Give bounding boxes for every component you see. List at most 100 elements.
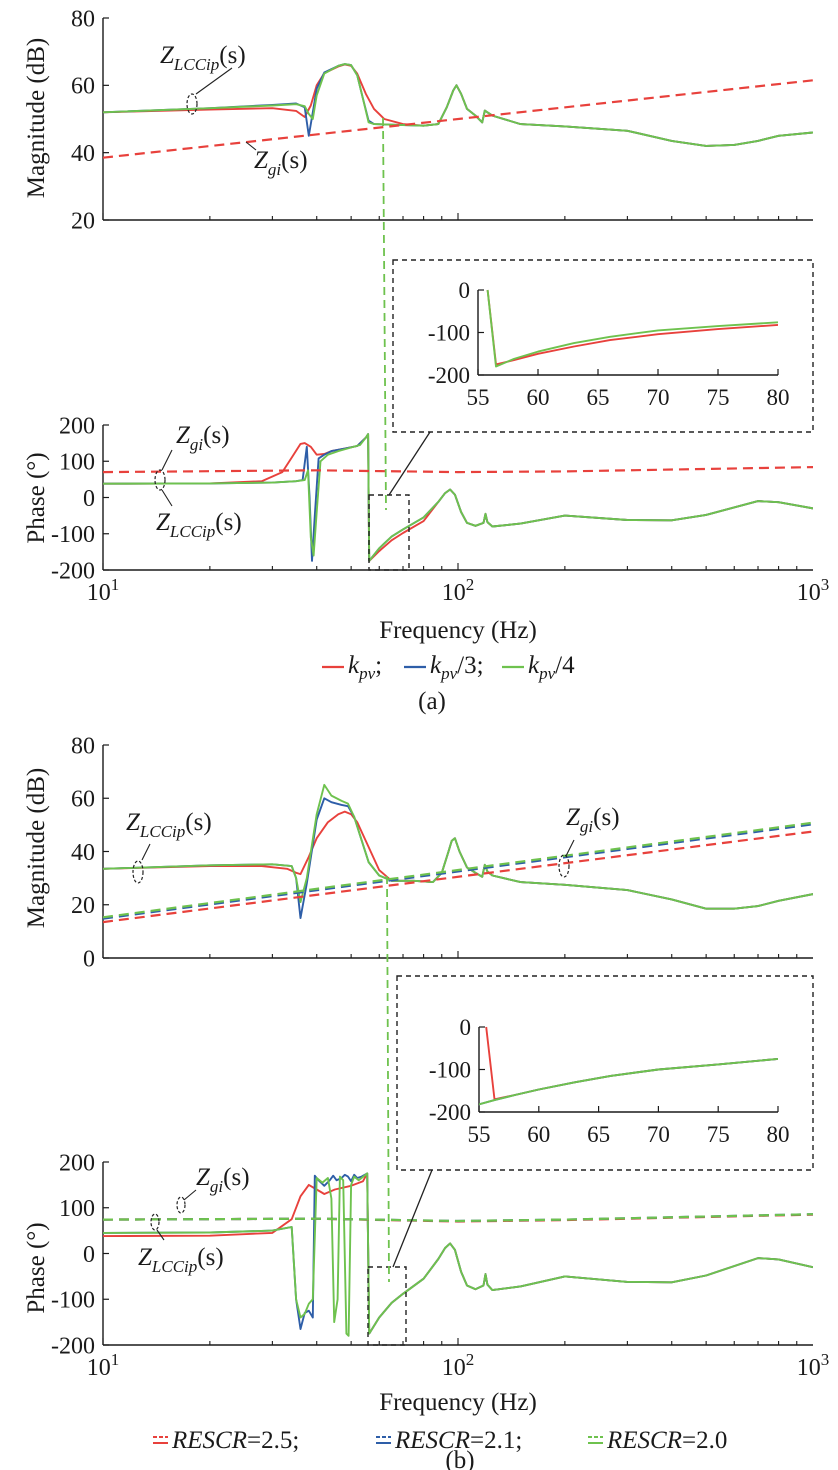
- y-tick-label: 20: [71, 208, 95, 234]
- x-tick-label: 101: [87, 1350, 120, 1381]
- legend-b-label-1: RESCR: [171, 1427, 247, 1454]
- y-tick-label: 80: [71, 733, 95, 759]
- converter-impedance-series-2: [103, 1172, 813, 1337]
- y-tick-label: -100: [429, 1058, 471, 1083]
- y-tick-label: 100: [59, 450, 95, 476]
- legend-a-label-3: k: [528, 652, 540, 679]
- legend-b-swatch-2: [376, 1436, 391, 1444]
- y-tick-label: -100: [51, 522, 95, 548]
- legend-a-label-2: k: [430, 652, 442, 679]
- y-tick-label: 60: [71, 787, 95, 813]
- panel-b-magnitude-ylabel: Magnitude (dB): [23, 768, 50, 928]
- panel-b-inset-plot: -200 -100 0 55 60 65 70 75 80: [429, 1015, 790, 1147]
- panel-b-mag-annotation-gi: Zgi(s): [558, 804, 620, 878]
- panel-a-mag-annotation-gi: Zgi(s): [245, 141, 308, 179]
- y-tick-label: 0: [459, 278, 471, 303]
- svg-text:RESCR=2.5;: RESCR=2.5;: [171, 1427, 299, 1454]
- caption-b: (b): [445, 1447, 474, 1470]
- svg-text:kpv/3;: kpv/3;: [430, 652, 484, 683]
- panel-b-magnitude-plot: 0 20 40 60 80: [71, 733, 813, 972]
- legend-b-swatch-3: [588, 1436, 603, 1444]
- y-tick-label: 20: [71, 893, 95, 919]
- panel-b-mag-annotation-lccip: ZLCCip(s): [126, 809, 212, 884]
- y-tick-label: 0: [83, 486, 95, 512]
- svg-text:ZLCCip(s): ZLCCip(s): [156, 509, 242, 541]
- panel-b-phase-annotation-lccip: ZLCCip(s): [138, 1213, 224, 1276]
- x-tick-label: 70: [647, 1122, 670, 1147]
- y-tick-label: -200: [51, 1333, 95, 1359]
- grid-impedance-series-5: [103, 1213, 813, 1223]
- converter-impedance-series-2: [103, 783, 813, 910]
- panel-b-phase-annotation-gi: Zgi(s): [176, 1164, 250, 1214]
- converter-impedance-series-2: [103, 63, 813, 147]
- svg-text:Zgi(s): Zgi(s): [254, 147, 308, 179]
- x-tick-label: 80: [767, 1122, 790, 1147]
- x-tick-label: 80: [767, 385, 790, 410]
- legend-b-label-3: RESCR: [606, 1427, 682, 1454]
- panel-b-xlabel: Frequency (Hz): [379, 1389, 537, 1416]
- svg-text:Zgi(s): Zgi(s): [196, 1164, 250, 1196]
- x-tick-label: 75: [707, 1122, 730, 1147]
- y-tick-label: 200: [59, 1150, 95, 1176]
- converter-impedance-series-0: [103, 433, 813, 562]
- x-tick-label: 103: [797, 1350, 830, 1381]
- y-tick-label: -200: [428, 363, 470, 388]
- panel-a-phase-ylabel: Phase (°): [23, 452, 50, 543]
- panel-b-legend: RESCR=2.5; RESCR=2.1; RESCR=2.0: [153, 1427, 727, 1454]
- panel-a-inset-frame: [392, 259, 814, 433]
- y-tick-label: 200: [59, 413, 95, 439]
- panel-a-magnitude-ylabel: Magnitude (dB): [23, 38, 50, 198]
- x-tick-label: 60: [527, 385, 550, 410]
- y-tick-label: -100: [51, 1288, 95, 1314]
- y-tick-label: 100: [59, 1196, 95, 1222]
- panel-b-zoom-box: [367, 1266, 407, 1346]
- converter-impedance-series-2: [103, 433, 813, 562]
- panel-a-xlabel: Frequency (Hz): [379, 617, 537, 644]
- panel-a-zoom-leader: [388, 431, 431, 496]
- svg-text:Zgi(s): Zgi(s): [566, 804, 620, 836]
- y-tick-label: 40: [71, 840, 95, 866]
- x-tick-label: 101: [87, 575, 120, 606]
- x-tick-label: 102: [442, 575, 475, 606]
- panel-a-inset-plot: -200 -100 0 55 60 65 70 75 80: [428, 278, 790, 410]
- grid-impedance-series-4: [103, 823, 813, 920]
- panel-a-phase-plot: -200 -100 0 100 200 101 102 103: [51, 413, 829, 606]
- converter-impedance-series-1: [103, 63, 813, 147]
- caption-a: (a): [418, 688, 446, 715]
- panel-b-crossover-line: [386, 875, 390, 1283]
- x-tick-label: 102: [442, 1350, 475, 1381]
- panel-b-inset-frame: [396, 975, 814, 1171]
- svg-text:RESCR=2.0: RESCR=2.0: [606, 1427, 727, 1454]
- panel-a-mag-annotation-lccip: ZLCCip(s): [160, 42, 246, 115]
- grid-impedance-series-3: [103, 830, 813, 924]
- svg-text:ZLCCip(s): ZLCCip(s): [138, 1244, 224, 1276]
- legend-b-label-2: RESCR: [394, 1427, 470, 1454]
- y-tick-label: -200: [429, 1100, 471, 1125]
- x-tick-label: 55: [468, 1122, 491, 1147]
- x-tick-label: 55: [467, 385, 490, 410]
- y-tick-label: 60: [71, 74, 95, 100]
- y-tick-label: -100: [428, 321, 470, 346]
- y-tick-label: 0: [460, 1015, 472, 1040]
- svg-text:kpv/4: kpv/4: [528, 652, 575, 683]
- converter-impedance-series-1: [103, 433, 813, 562]
- grid-impedance-series-3: [103, 79, 813, 159]
- legend-a-label-1: k: [348, 652, 360, 679]
- panel-a-crossover-line: [382, 117, 387, 511]
- x-tick-label: 70: [647, 385, 670, 410]
- y-tick-label: 80: [71, 6, 95, 32]
- svg-text:ZLCCip(s): ZLCCip(s): [160, 42, 246, 74]
- y-tick-label: 0: [83, 1242, 95, 1268]
- panel-b-phase-ylabel: Phase (°): [23, 1222, 50, 1313]
- grid-impedance-series-3: [103, 466, 813, 474]
- x-tick-label: 60: [527, 1122, 550, 1147]
- x-tick-label: 103: [797, 575, 830, 606]
- svg-text:RESCR=2.1;: RESCR=2.1;: [394, 1427, 522, 1454]
- panel-a-magnitude-plot: 20 40 60 80: [71, 6, 813, 234]
- svg-text:kpv;: kpv;: [348, 652, 382, 683]
- legend-b-swatch-1: [153, 1436, 168, 1444]
- panel-a-phase-annotation-lccip: ZLCCip(s): [154, 469, 242, 541]
- panel-a-phase-annotation-gi: Zgi(s): [161, 422, 230, 471]
- x-tick-label: 65: [587, 385, 610, 410]
